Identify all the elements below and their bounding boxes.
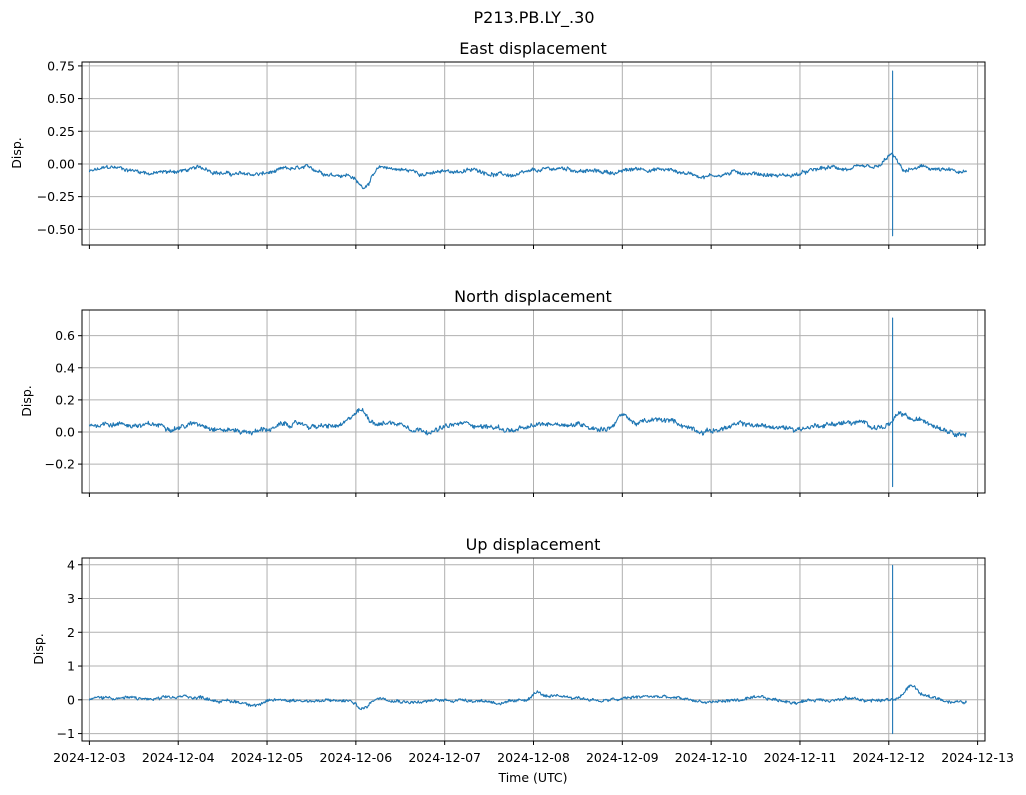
up-y-tick-label: 0 [67,692,75,707]
north-ylabel: Disp. [19,385,34,417]
x-tick-label: 2024-12-10 [675,750,748,765]
up-axes-frame [81,557,986,742]
up-ylabel: Disp. [31,633,46,665]
up-y-tick-label: 2 [67,625,75,640]
x-tick-label: 2024-12-11 [764,750,837,765]
east-y-tick-label: −0.50 [37,222,75,237]
north-axes-frame [81,309,986,494]
east-y-tick-label: −0.25 [37,189,75,204]
x-tick-label: 2024-12-08 [497,750,570,765]
up-y-tick-label: 3 [67,591,75,606]
up-y-tick-label: 1 [67,659,75,674]
east-series-line [88,70,967,237]
x-tick-label: 2024-12-07 [408,750,481,765]
up-title: Up displacement [466,535,601,554]
north-title: North displacement [454,287,612,306]
x-tick-label: 2024-12-05 [231,750,304,765]
x-tick-label: 2024-12-04 [142,750,215,765]
north-y-tick-label: 0.4 [55,360,75,375]
x-tick-label: 2024-12-03 [53,750,126,765]
up-series-line [88,564,968,735]
east-y-tick-label: 0.25 [47,124,75,139]
x-tick-label: 2024-12-06 [320,750,393,765]
north-series-line [88,317,967,488]
north-panel: North displacement Disp. −0.2 0.0 0.2 0.4 0.… [19,287,986,497]
east-axes-frame [81,61,986,246]
east-y-tick-label: 0.50 [47,91,75,106]
north-y-tick-label: 0.0 [55,425,75,440]
north-y-tick-label: 0.2 [55,392,75,407]
up-y-tick-label: 4 [67,557,75,572]
north-y-tick-label: 0.6 [55,328,75,343]
east-title: East displacement [459,39,606,58]
east-y-tick-label: 0.00 [47,156,75,171]
figure-suptitle: P213.PB.LY_.30 [474,8,595,28]
east-y-tick-label: 0.75 [47,58,75,73]
x-axis-label: Time (UTC) [497,770,567,785]
east-panel: East displacement Disp. −0.50 −0.25 0.00 0.… [9,39,986,249]
up-panel: Up displacement Disp. 2024-12-03 2024-12-… [31,535,1014,765]
x-tick-label: 2024-12-13 [941,750,1014,765]
north-y-tick-label: −0.2 [45,457,75,472]
up-y-tick-label: −1 [57,726,75,741]
east-ylabel: Disp. [9,137,24,169]
x-tick-label: 2024-12-09 [586,750,659,765]
x-tick-label: 2024-12-12 [852,750,925,765]
